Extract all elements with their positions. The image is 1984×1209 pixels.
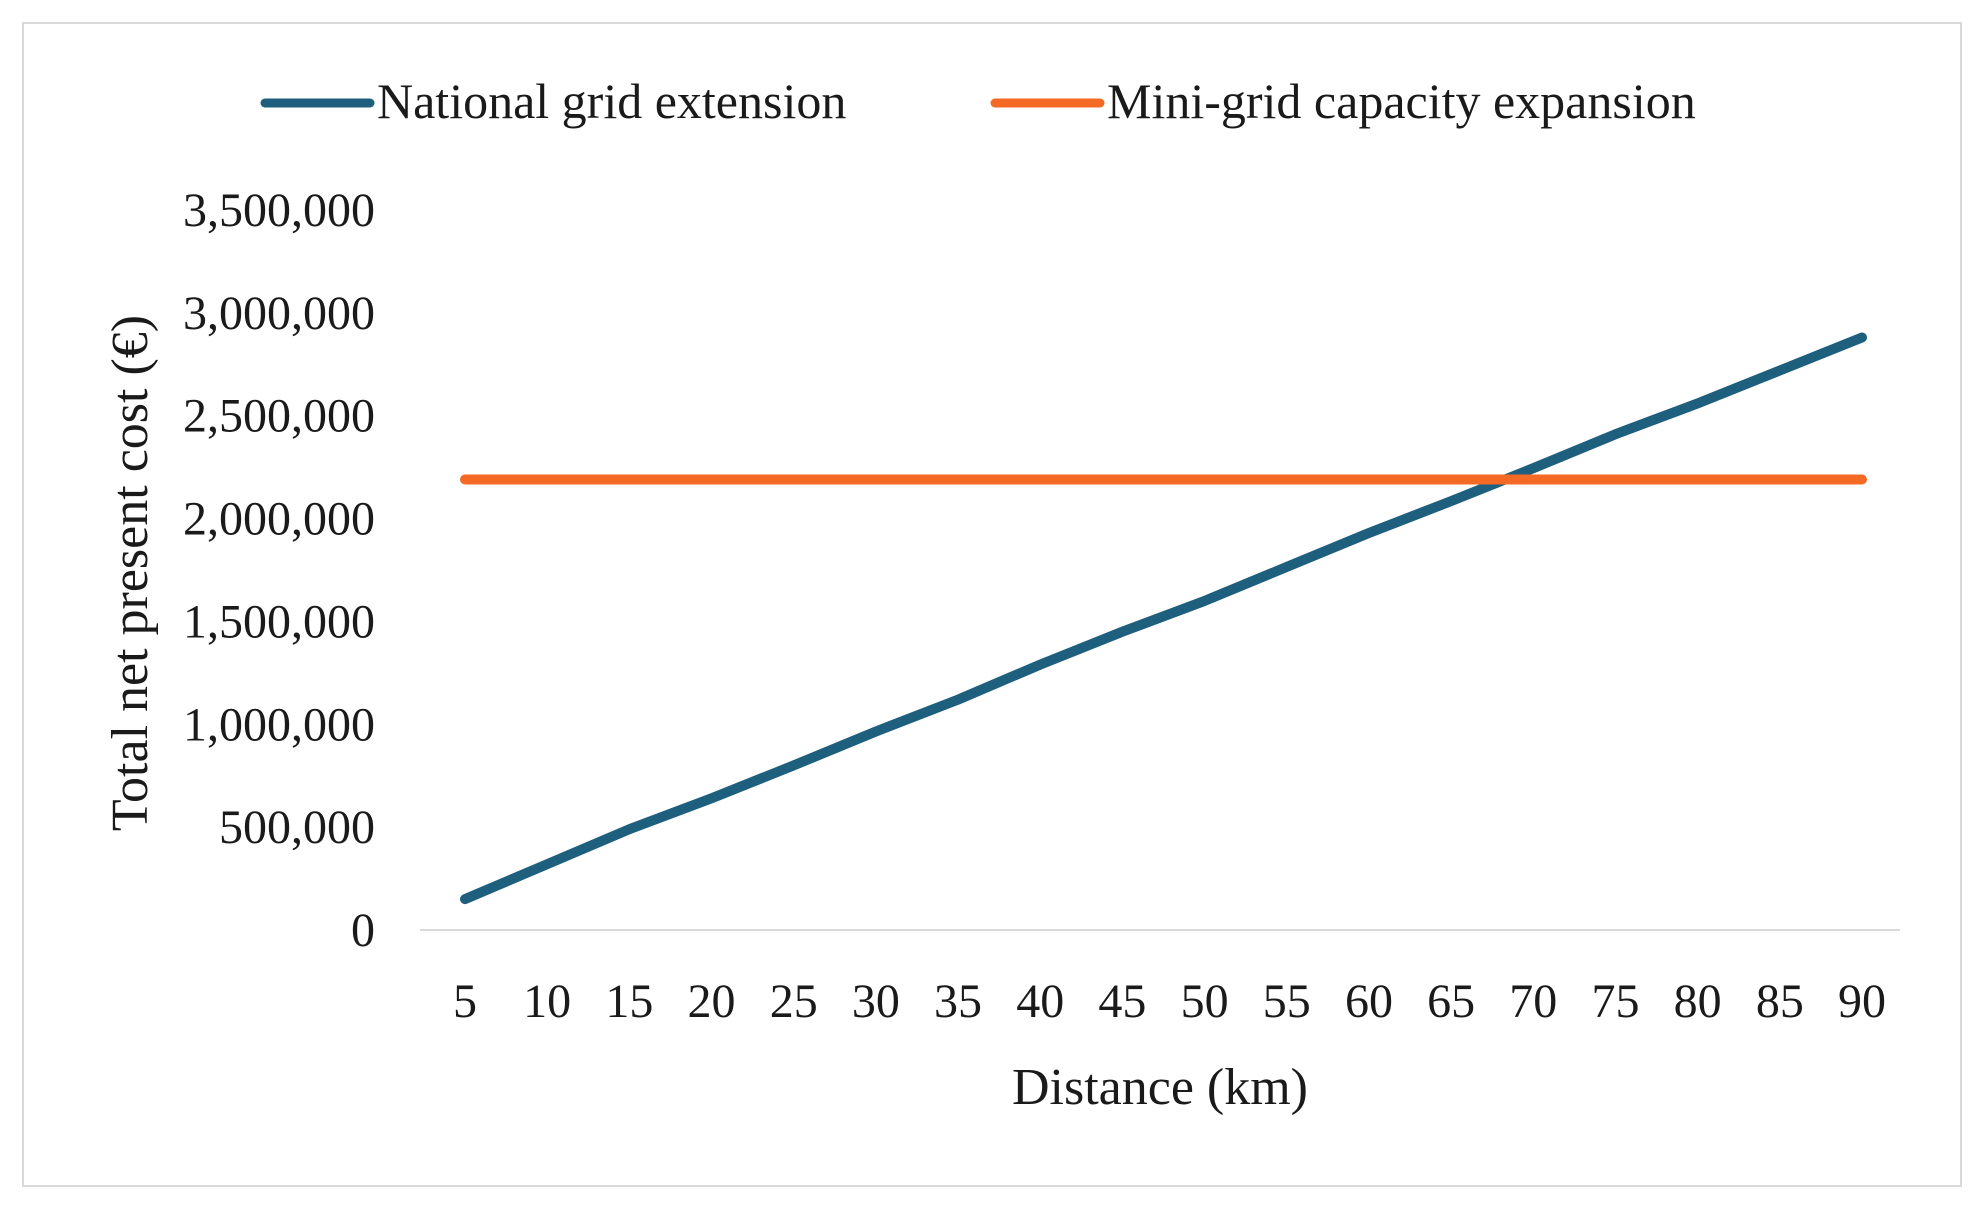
- x-tick-label: 35: [934, 975, 982, 1028]
- x-tick-label: 55: [1263, 975, 1311, 1028]
- legend-label-mini-grid: Mini-grid capacity expansion: [1107, 73, 1696, 129]
- x-tick-label: 30: [852, 975, 900, 1028]
- series-line-national-grid: [460, 332, 1867, 905]
- x-tick-label: 5: [453, 975, 477, 1028]
- x-tick-label: 15: [605, 975, 653, 1028]
- x-tick-label: 75: [1591, 975, 1639, 1028]
- x-tick-label: 40: [1016, 975, 1064, 1028]
- y-tick-label: 500,000: [219, 801, 375, 854]
- chart-frame: [22, 22, 1962, 1187]
- y-tick-label: 3,000,000: [183, 287, 375, 340]
- y-tick-label: 2,500,000: [183, 390, 375, 443]
- x-axis-ticks: 5 10 15 20 25 30 35 40 45 50 55 60 65 70 75 80 85 90: [453, 975, 1886, 1028]
- x-tick-label: 85: [1756, 975, 1804, 1028]
- x-tick-label: 70: [1509, 975, 1557, 1028]
- y-tick-label: 0: [351, 904, 375, 957]
- x-tick-label: 80: [1674, 975, 1722, 1028]
- x-tick-label: 20: [688, 975, 736, 1028]
- x-tick-label: 60: [1345, 975, 1393, 1028]
- series-layer: [460, 332, 1867, 905]
- x-tick-label: 25: [770, 975, 818, 1028]
- x-tick-label: 90: [1838, 975, 1886, 1028]
- x-axis-title: Distance (km): [1012, 1059, 1308, 1116]
- y-tick-label: 1,000,000: [183, 698, 375, 751]
- x-tick-label: 10: [523, 975, 571, 1028]
- x-tick-label: 65: [1427, 975, 1475, 1028]
- y-axis-title: Total net present cost (€): [102, 315, 159, 831]
- y-tick-label: 2,000,000: [183, 493, 375, 546]
- y-tick-label: 1,500,000: [183, 595, 375, 648]
- x-tick-label: 45: [1098, 975, 1146, 1028]
- y-tick-label: 3,500,000: [183, 184, 375, 237]
- legend: National grid extension Mini-grid capaci…: [260, 73, 1696, 129]
- legend-label-national-grid: National grid extension: [377, 73, 846, 129]
- x-tick-label: 50: [1181, 975, 1229, 1028]
- y-axis-ticks: 0 500,000 1,000,000 1,500,000 2,000,000 2,500…: [183, 184, 375, 957]
